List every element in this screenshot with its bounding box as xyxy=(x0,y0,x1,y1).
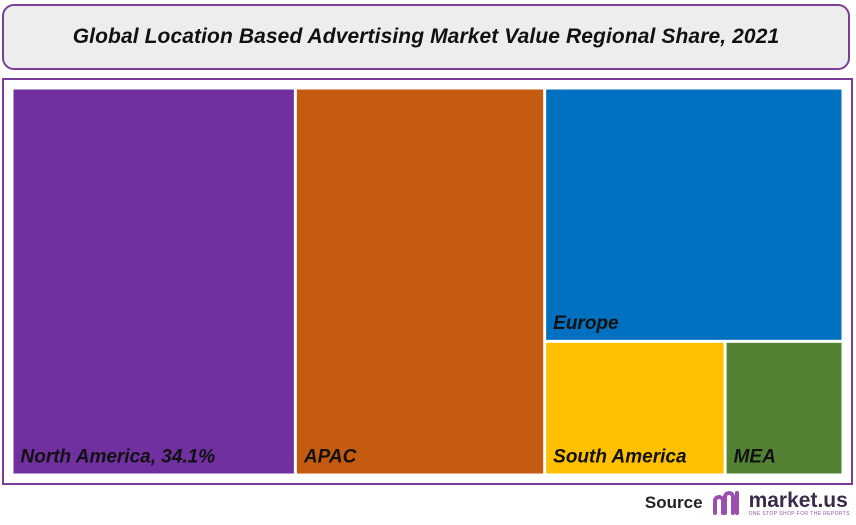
treemap-tile-south-america xyxy=(546,342,724,474)
source-footer: Source market.us ONE STOP SHOP FOR THE R… xyxy=(645,488,850,518)
treemap-tile-north-america xyxy=(13,89,294,474)
treemap-label-south-america: South America xyxy=(553,447,687,468)
treemap-label-europe: Europe xyxy=(553,313,619,334)
chart-title-box: Global Location Based Advertising Market… xyxy=(2,4,850,70)
chart-title: Global Location Based Advertising Market… xyxy=(72,25,780,48)
treemap-chart: North America, 34.1% APAC Europe South Amer… xyxy=(13,89,842,474)
brand-logo: market.us ONE STOP SHOP FOR THE REPORTS xyxy=(711,489,850,517)
treemap-tile-apac xyxy=(296,89,544,474)
treemap-label-mea: MEA xyxy=(734,447,776,468)
market-us-logo-icon xyxy=(712,491,739,515)
treemap-tile-mea xyxy=(726,342,842,474)
treemap-tile-europe xyxy=(546,89,842,340)
treemap-label-apac: APAC xyxy=(303,447,357,468)
treemap-label-north-america: North America, 34.1% xyxy=(21,447,216,468)
brand-name: market.us xyxy=(748,488,848,512)
treemap-frame: North America, 34.1% APAC Europe South Amer… xyxy=(2,78,853,485)
source-label: Source xyxy=(644,493,703,512)
brand-tagline: ONE STOP SHOP FOR THE REPORTS xyxy=(748,510,850,517)
